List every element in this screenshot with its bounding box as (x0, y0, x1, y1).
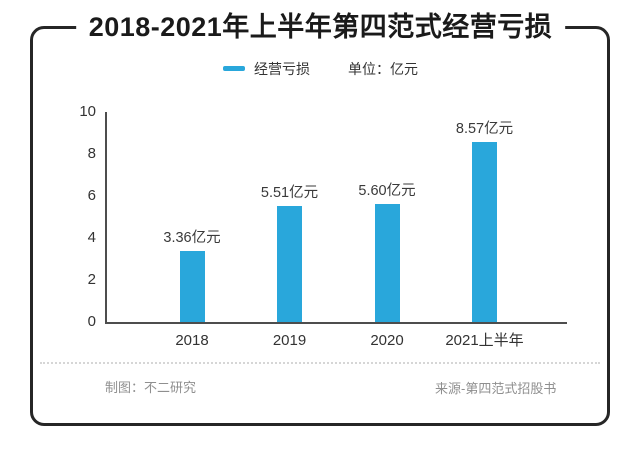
bar-value-label: 5.51亿元 (260, 185, 319, 202)
y-axis-tick-label: 6 (87, 187, 96, 204)
source-text: 来源-第四范式招股书 (435, 381, 557, 396)
bar-operating-loss (179, 251, 205, 322)
bar-operating-loss (277, 206, 302, 322)
x-axis-label: 2019 (272, 332, 307, 349)
legend: 经营亏损 单位：亿元 (0, 59, 641, 78)
footer-divider (40, 362, 600, 364)
x-axis-label: 2020 (370, 332, 404, 349)
y-axis-tick-label: 10 (79, 103, 96, 120)
bar-value-label: 3.36亿元 (163, 230, 221, 247)
y-axis-tick-label: 8 (87, 145, 96, 162)
y-axis-tick-label: 2 (87, 271, 96, 288)
bar-operating-loss (472, 142, 497, 322)
x-axis-label: 2021上半年 (445, 332, 524, 349)
plot-area (105, 112, 567, 324)
bar-value-label: 8.57亿元 (455, 121, 514, 138)
chart-title: 2018-2021年上半年第四范式经营亏损 (75, 9, 566, 45)
x-axis-label: 2018 (175, 332, 209, 349)
unit-label: 单位：亿元 (348, 60, 418, 77)
credit-text: 制图：不二研究 (105, 380, 197, 395)
legend-marker-operating-loss (223, 66, 245, 71)
bar-value-label: 5.60亿元 (358, 183, 416, 200)
y-axis-tick-label: 4 (87, 229, 96, 246)
y-axis-tick-label: 0 (87, 313, 96, 330)
bar-operating-loss (374, 204, 400, 322)
legend-series-label: 经营亏损 (254, 60, 310, 77)
